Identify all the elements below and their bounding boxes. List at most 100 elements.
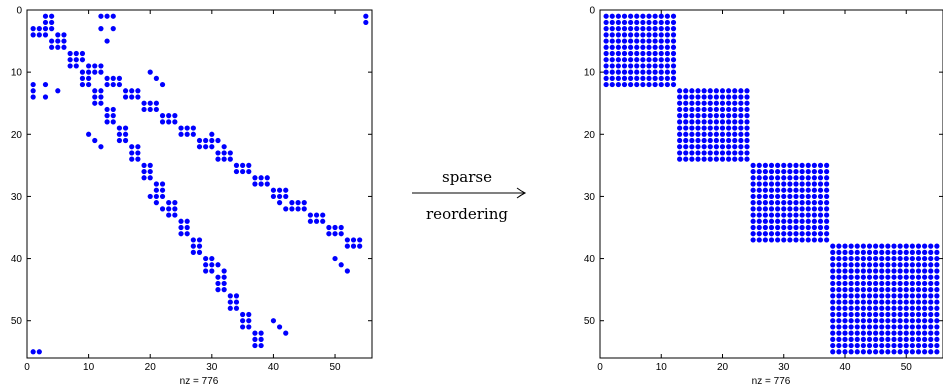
left-data-point bbox=[246, 168, 252, 175]
right-data-point bbox=[762, 181, 768, 187]
right-data-point bbox=[793, 181, 799, 187]
right-data-point bbox=[756, 231, 762, 237]
left-data-point bbox=[30, 94, 36, 100]
right-data-point bbox=[781, 224, 787, 231]
left-data-point bbox=[67, 50, 73, 57]
right-data-point bbox=[879, 299, 885, 305]
right-data-point bbox=[640, 69, 646, 75]
left-data-point bbox=[332, 231, 338, 237]
left-data-point bbox=[221, 280, 227, 287]
right-data-point bbox=[640, 13, 646, 19]
right-data-point bbox=[732, 88, 738, 94]
right-data-point bbox=[768, 200, 775, 206]
right-data-point bbox=[848, 299, 854, 305]
right-data-point bbox=[793, 187, 799, 193]
left-data-point bbox=[215, 287, 221, 293]
right-data-point bbox=[836, 268, 842, 274]
left-data-point bbox=[196, 243, 203, 249]
right-data-point bbox=[707, 150, 713, 156]
right-data-point bbox=[873, 280, 879, 287]
right-data-point bbox=[854, 268, 860, 274]
right-data-point bbox=[713, 156, 719, 162]
right-data-point bbox=[848, 243, 854, 249]
right-data-point bbox=[762, 168, 768, 175]
right-data-point bbox=[817, 187, 824, 193]
right-data-point bbox=[854, 336, 860, 342]
right-ytick-label: 50 bbox=[584, 316, 596, 327]
right-data-point bbox=[897, 330, 903, 336]
left-data-point bbox=[240, 318, 246, 324]
left-xtick-label: 50 bbox=[329, 362, 341, 373]
right-data-point bbox=[873, 255, 879, 262]
left-data-point bbox=[215, 262, 221, 268]
left-data-point bbox=[159, 206, 166, 212]
left-data-point bbox=[326, 224, 332, 231]
left-data-point bbox=[135, 144, 141, 150]
right-data-point bbox=[750, 206, 756, 212]
right-data-point bbox=[781, 187, 787, 193]
right-data-point bbox=[689, 150, 695, 156]
right-data-point bbox=[683, 125, 689, 131]
right-data-point bbox=[928, 268, 934, 274]
right-data-point bbox=[707, 100, 713, 106]
right-data-point bbox=[756, 224, 762, 231]
right-data-point bbox=[677, 119, 683, 125]
right-data-point bbox=[891, 255, 897, 262]
right-data-point bbox=[854, 311, 860, 318]
left-data-point bbox=[332, 224, 338, 231]
right-data-point bbox=[805, 206, 811, 212]
right-data-point bbox=[732, 125, 738, 131]
left-data-point bbox=[221, 144, 227, 150]
right-data-point bbox=[903, 324, 909, 330]
right-ytick-label: 40 bbox=[584, 254, 596, 265]
left-data-point bbox=[338, 231, 344, 237]
right-data-point bbox=[677, 94, 683, 100]
right-data-point bbox=[891, 336, 897, 342]
right-data-point bbox=[603, 75, 609, 81]
right-data-point bbox=[928, 305, 934, 311]
right-data-point bbox=[793, 168, 799, 175]
right-data-point bbox=[909, 318, 915, 324]
right-data-point bbox=[903, 318, 909, 324]
right-data-point bbox=[811, 218, 817, 224]
right-data-point bbox=[768, 212, 775, 218]
left-data-point bbox=[184, 131, 190, 137]
right-data-point bbox=[854, 342, 860, 349]
right-data-point bbox=[897, 342, 903, 349]
right-data-point bbox=[634, 69, 640, 75]
right-data-point bbox=[756, 168, 762, 175]
right-data-point bbox=[787, 175, 793, 181]
right-data-point bbox=[701, 131, 707, 137]
right-data-point bbox=[860, 293, 866, 299]
left-data-point bbox=[141, 100, 147, 106]
left-data-point bbox=[196, 237, 203, 243]
right-data-point bbox=[915, 330, 922, 336]
right-data-point bbox=[628, 69, 634, 75]
right-data-point bbox=[854, 274, 860, 280]
right-data-point bbox=[928, 280, 934, 287]
right-data-point bbox=[646, 32, 652, 38]
right-data-point bbox=[934, 342, 940, 349]
right-data-point bbox=[750, 193, 756, 200]
right-data-point bbox=[775, 237, 781, 243]
right-data-point bbox=[842, 262, 848, 268]
right-data-point bbox=[891, 274, 897, 280]
right-data-point bbox=[830, 349, 836, 355]
right-data-point bbox=[866, 336, 873, 342]
right-xtick-label: 40 bbox=[839, 362, 851, 373]
right-data-point bbox=[756, 212, 762, 218]
right-data-point bbox=[811, 237, 817, 243]
right-data-point bbox=[719, 156, 726, 162]
right-data-point bbox=[658, 38, 664, 44]
left-data-point bbox=[295, 206, 301, 212]
left-data-point bbox=[159, 113, 166, 119]
right-data-point bbox=[726, 150, 732, 156]
right-data-point bbox=[646, 38, 652, 44]
left-data-point bbox=[147, 168, 153, 175]
right-data-point bbox=[842, 318, 848, 324]
right-data-point bbox=[695, 144, 701, 150]
right-data-point bbox=[915, 336, 922, 342]
right-data-point bbox=[922, 255, 928, 262]
right-data-point bbox=[928, 318, 934, 324]
left-data-point bbox=[344, 268, 350, 274]
